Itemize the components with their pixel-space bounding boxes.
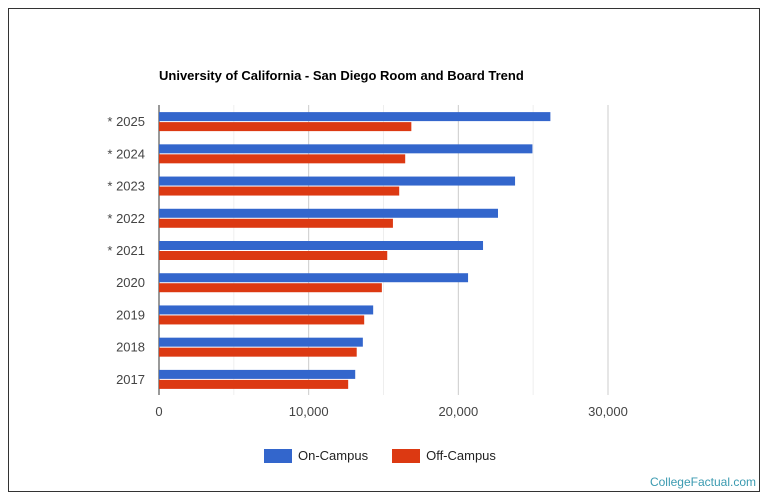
bar-off-campus <box>159 218 393 228</box>
source-link[interactable]: CollegeFactual.com <box>649 475 756 489</box>
legend-swatch-off-campus <box>392 448 421 463</box>
legend-label: Off-Campus <box>426 448 496 463</box>
x-tick-label: 0 <box>155 404 162 419</box>
y-tick-label: * 2021 <box>107 243 145 258</box>
y-tick-label: * 2025 <box>107 114 145 129</box>
bar-off-campus <box>159 186 400 196</box>
bar-on-campus <box>159 369 356 379</box>
y-tick-label: * 2023 <box>107 179 145 194</box>
legend-swatch-on-campus <box>264 448 292 463</box>
bar-on-campus <box>159 176 516 186</box>
bar-on-campus <box>159 112 551 122</box>
x-tick-label: 10,000 <box>289 404 329 419</box>
bar-on-campus <box>159 241 484 250</box>
bar-off-campus <box>159 154 406 164</box>
bar-on-campus <box>159 273 469 283</box>
bar-on-campus <box>159 208 498 218</box>
bar-on-campus <box>159 305 374 315</box>
y-tick-label: 2020 <box>116 275 145 290</box>
x-tick-label: 20,000 <box>438 404 478 419</box>
y-tick-label: 2017 <box>116 372 145 387</box>
bar-off-campus <box>159 379 349 389</box>
legend-item-off-campus[interactable]: Off-Campus <box>392 448 496 463</box>
x-tick-label: 30,000 <box>588 404 628 419</box>
y-tick-label: 2019 <box>116 307 145 322</box>
legend-item-on-campus[interactable]: On-Campus <box>264 448 368 463</box>
bar-on-campus <box>159 337 363 347</box>
legend-label: On-Campus <box>298 448 369 463</box>
chart-title: University of California - San Diego Roo… <box>159 68 524 83</box>
bar-on-campus <box>159 144 533 154</box>
y-tick-label: 2018 <box>116 340 145 355</box>
bar-off-campus <box>159 347 357 357</box>
bar-off-campus <box>159 122 412 132</box>
y-tick-label: * 2022 <box>107 211 145 226</box>
legend: On-Campus Off-Campus <box>264 448 496 463</box>
chart-frame <box>8 8 760 492</box>
bar-off-campus <box>159 283 382 293</box>
bar-off-campus <box>159 251 388 260</box>
bar-off-campus <box>159 315 365 325</box>
y-tick-label: * 2024 <box>107 146 145 161</box>
